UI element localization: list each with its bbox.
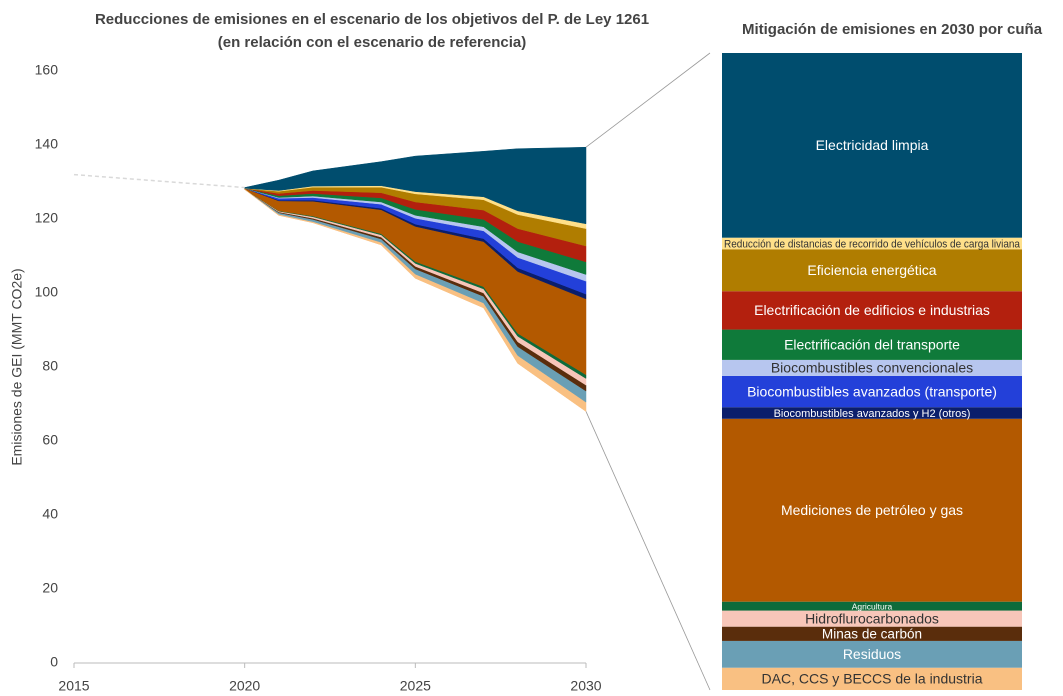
y-tick-label: 100	[35, 284, 59, 300]
x-tick-label: 2025	[400, 678, 431, 694]
wedge-label: Electrificación del transporte	[784, 336, 960, 352]
wedge-bar	[722, 610, 1022, 627]
y-tick-label: 40	[42, 506, 58, 522]
wedge-label: Biocombustibles convencionales	[771, 360, 973, 376]
wedge-label: Electricidad limpia	[816, 137, 929, 153]
y-tick-label: 0	[50, 654, 58, 670]
x-tick-label: 2015	[58, 678, 89, 694]
wedge-bar	[722, 237, 1022, 250]
reference-line	[73, 173, 245, 189]
connector	[585, 52, 711, 148]
wedge-label: Agricultura	[852, 601, 893, 611]
wedge-label: Minas de carbón	[822, 626, 922, 641]
wedge-bar	[722, 640, 1022, 668]
wedge-label: Electrificación de edificios e industria…	[754, 302, 990, 318]
wedge-bar	[722, 626, 1022, 641]
wedge-label: Hidroflurocarbonados	[805, 610, 939, 626]
connector	[585, 411, 711, 691]
x-tick-label: 2030	[570, 678, 601, 694]
wedge-label: Residuos	[843, 646, 901, 662]
y-tick-label: 140	[35, 136, 59, 152]
wedge-bar	[722, 407, 1022, 419]
wedge-label: Biocombustibles avanzados y H2 (otros)	[774, 408, 971, 420]
wedge-bar	[722, 291, 1022, 330]
y-tick-label: 120	[35, 210, 59, 226]
wedge-bar	[722, 359, 1022, 376]
wedge-bar	[722, 329, 1022, 360]
wedge-bar	[722, 53, 1022, 238]
chart-subtitle: (en relación con el escenario de referen…	[218, 34, 526, 51]
y-tick-label: 80	[42, 358, 58, 374]
wedge-bar	[722, 601, 1022, 611]
wedge-label: Reducción de distancias de recorrido de …	[724, 238, 1021, 250]
wedge-label: Biocombustibles avanzados (transporte)	[747, 383, 997, 399]
wedge-label: DAC, CCS y BECCS de la industria	[762, 671, 983, 687]
y-tick-label: 60	[42, 432, 58, 448]
y-axis-label: Emisiones de GEI (MMT CO2e)	[9, 268, 25, 465]
x-tick-label: 2020	[229, 678, 260, 694]
bar-title: Mitigación de emisiones en 2030 por cuña	[742, 21, 1043, 38]
wedge-bar	[722, 418, 1022, 602]
wedge-label: Eficiencia energética	[807, 262, 936, 278]
wedge-bar	[722, 667, 1022, 690]
wedge-bar	[722, 249, 1022, 292]
wedge-bar	[722, 375, 1022, 408]
y-tick-label: 20	[42, 580, 58, 596]
area	[244, 146, 587, 225]
y-tick-label: 160	[35, 62, 59, 78]
target-line	[244, 189, 587, 412]
chart-title: Reducciones de emisiones en el escenario…	[95, 11, 649, 28]
wedge-label: Mediciones de petróleo y gas	[781, 502, 963, 518]
